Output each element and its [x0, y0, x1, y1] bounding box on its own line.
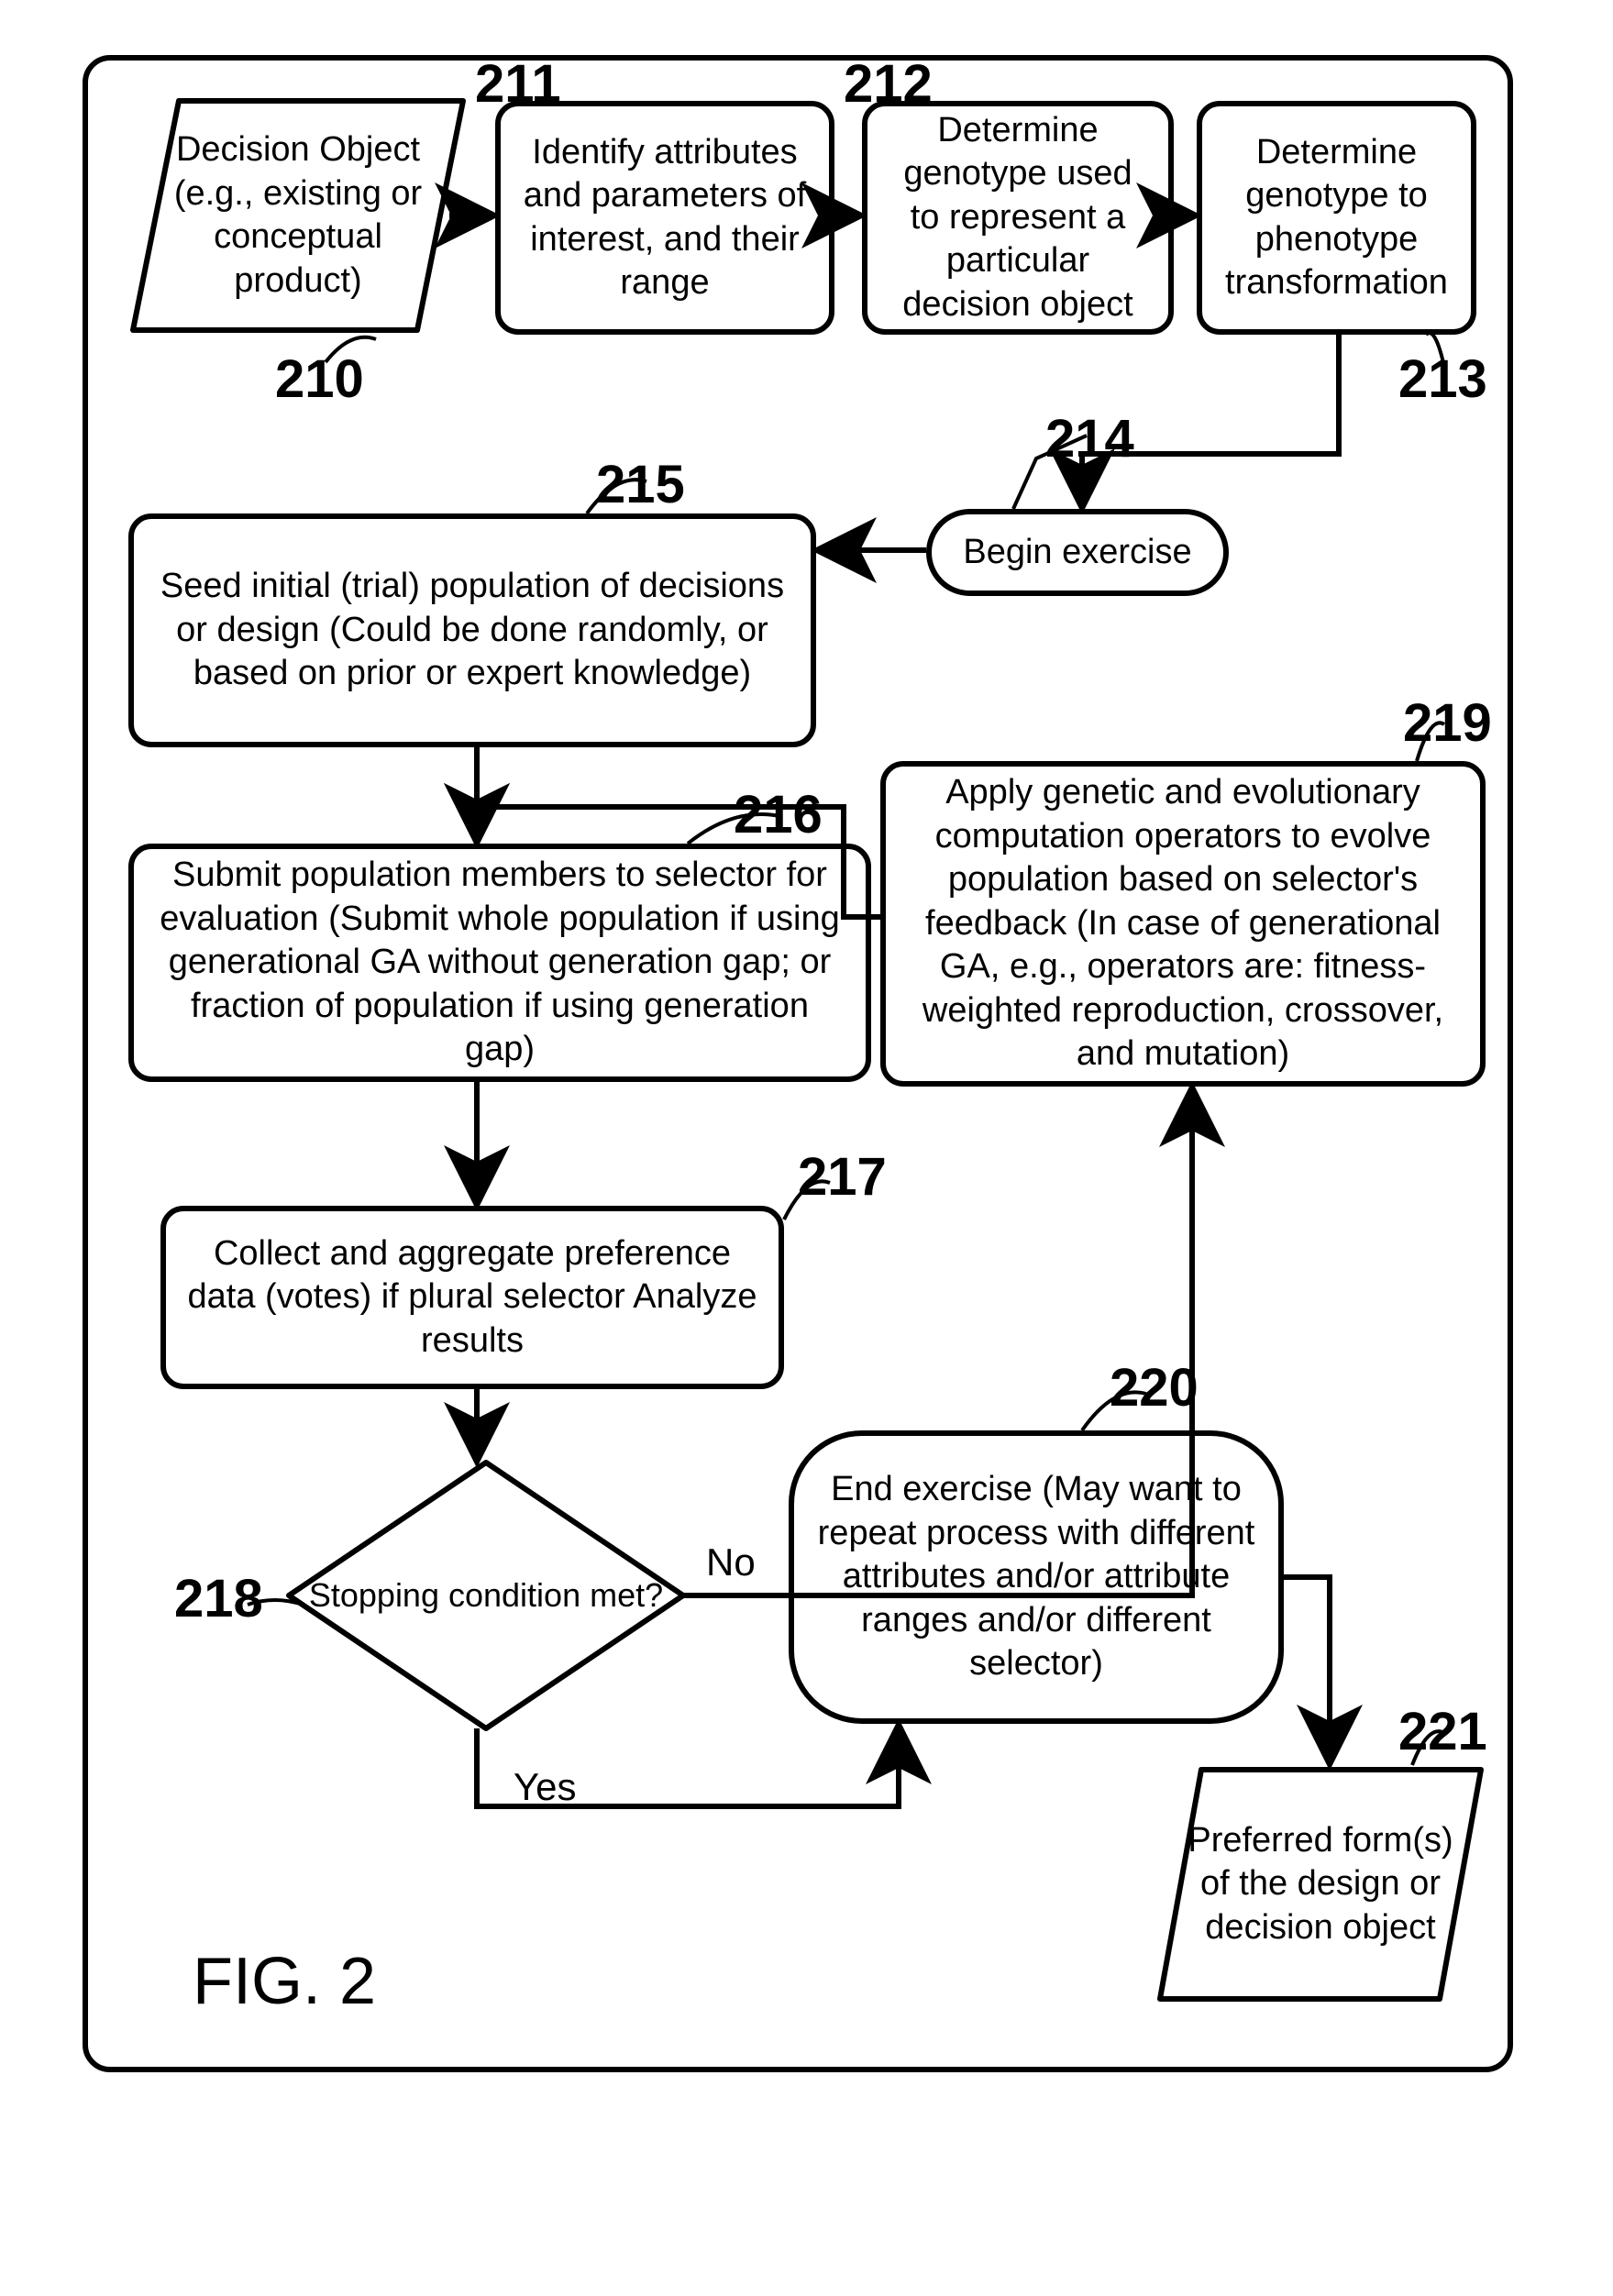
label-215: 215: [596, 454, 685, 515]
node-text: Determine genotype to phenotype transfor…: [1221, 131, 1453, 305]
node-214-begin-exercise: Begin exercise: [926, 509, 1229, 596]
label-211: 211: [475, 53, 561, 115]
label-219: 219: [1403, 692, 1492, 754]
node-text: Begin exercise: [963, 531, 1191, 575]
node-text: Identify attributes and parameters of in…: [519, 131, 811, 305]
node-215-seed-population: Seed initial (trial) population of decis…: [128, 513, 816, 747]
node-text: Stopping condition met?: [309, 1575, 663, 1615]
node-219-apply-operators: Apply genetic and evolutionary computati…: [880, 761, 1486, 1087]
figure-label: FIG. 2: [193, 1944, 376, 2019]
label-210: 210: [275, 348, 364, 410]
node-220-end-exercise: End exercise (May want to repeat process…: [789, 1430, 1284, 1724]
node-text: Seed initial (trial) population of decis…: [152, 565, 792, 696]
node-211-identify-attributes: Identify attributes and parameters of in…: [495, 101, 834, 335]
node-216-submit-population: Submit population members to selector fo…: [128, 844, 871, 1082]
node-213-genotype-phenotype: Determine genotype to phenotype transfor…: [1197, 101, 1476, 335]
node-text: Decision Object (e.g., existing or conce…: [147, 128, 449, 303]
node-text: Apply genetic and evolutionary computati…: [904, 771, 1462, 1076]
node-218-stopping-condition: Stopping condition met?: [284, 1458, 688, 1733]
node-text: End exercise (May want to repeat process…: [814, 1468, 1258, 1686]
node-217-collect-aggregate: Collect and aggregate preference data (v…: [160, 1206, 784, 1389]
node-221-preferred-forms: Preferred form(s) of the design or decis…: [1155, 1765, 1486, 2003]
label-221: 221: [1398, 1701, 1487, 1762]
edge-label-no: No: [706, 1540, 756, 1584]
label-216: 216: [734, 784, 823, 845]
node-text: Determine genotype used to represent a p…: [886, 109, 1150, 327]
node-text: Preferred form(s) of the design or decis…: [1174, 1819, 1467, 1950]
label-220: 220: [1110, 1357, 1199, 1418]
label-214: 214: [1045, 408, 1134, 469]
label-218: 218: [174, 1568, 263, 1629]
node-text: Submit population members to selector fo…: [152, 854, 847, 1072]
edge-label-yes: Yes: [514, 1765, 577, 1809]
node-text: Collect and aggregate preference data (v…: [184, 1232, 760, 1363]
label-212: 212: [844, 53, 933, 115]
node-212-determine-genotype: Determine genotype used to represent a p…: [862, 101, 1174, 335]
label-213: 213: [1398, 348, 1487, 410]
node-210-decision-object: Decision Object (e.g., existing or conce…: [128, 96, 468, 335]
label-217: 217: [798, 1146, 887, 1208]
